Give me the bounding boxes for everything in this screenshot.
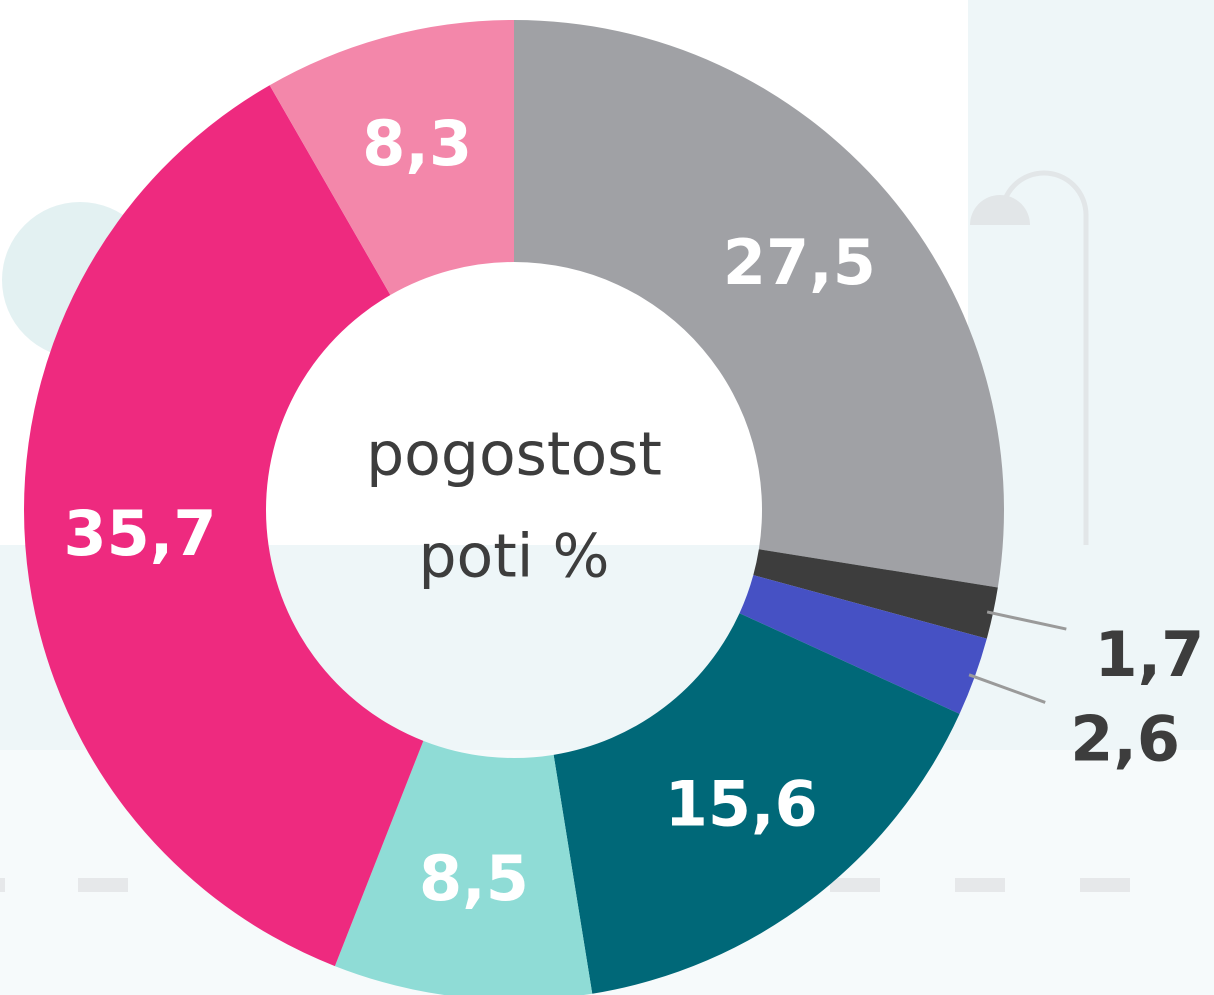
- center-text: pogostost: [366, 420, 662, 490]
- data-label: 2,6: [1070, 702, 1180, 775]
- data-label: 8,5: [419, 842, 529, 915]
- data-label: 27,5: [723, 226, 876, 299]
- center-text: poti %: [418, 522, 609, 592]
- data-label: 1,7: [1094, 618, 1204, 691]
- chart: pogostost poti % 27,5 1,7 2,6 15,6 8,5 35,7 8,…: [0, 0, 1214, 995]
- data-label: 35,7: [64, 497, 217, 570]
- data-label: 8,3: [362, 107, 472, 180]
- data-label: 15,6: [665, 767, 818, 840]
